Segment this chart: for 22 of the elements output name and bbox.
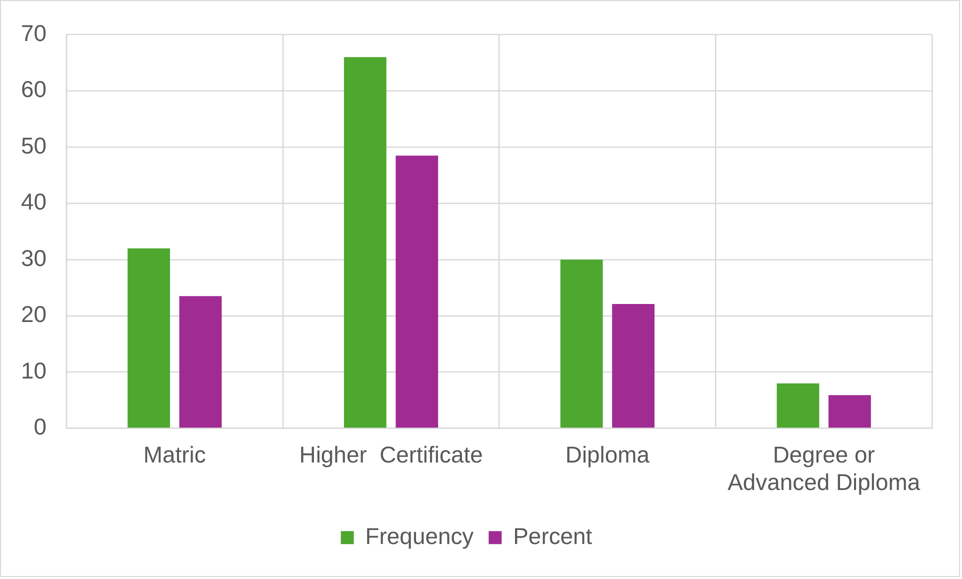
y-tick-label: 40: [20, 188, 46, 215]
bar: [776, 383, 820, 428]
x-tick-label: Degree or Advanced Diploma: [728, 441, 920, 495]
bar: [128, 248, 170, 428]
y-tick-label: 60: [20, 76, 46, 102]
x-tick-label: Higher Certificate: [299, 441, 483, 468]
bar: [828, 395, 871, 428]
bar: [560, 260, 603, 428]
bar: [344, 57, 386, 428]
y-tick-label: 50: [20, 132, 46, 158]
bar: [396, 156, 438, 428]
bar: [179, 296, 222, 428]
y-tick-label: 10: [20, 357, 46, 384]
y-tick-label: 0: [34, 414, 46, 440]
bar: [612, 304, 655, 428]
x-tick-label: Matric: [143, 441, 206, 468]
y-tick-label: 20: [20, 301, 46, 328]
x-tick-label: Diploma: [565, 441, 650, 468]
legend-label: Percent: [513, 522, 593, 549]
legend-label: Frequency: [365, 522, 474, 549]
y-tick-label: 70: [20, 20, 46, 46]
y-tick-label: 30: [20, 244, 46, 271]
